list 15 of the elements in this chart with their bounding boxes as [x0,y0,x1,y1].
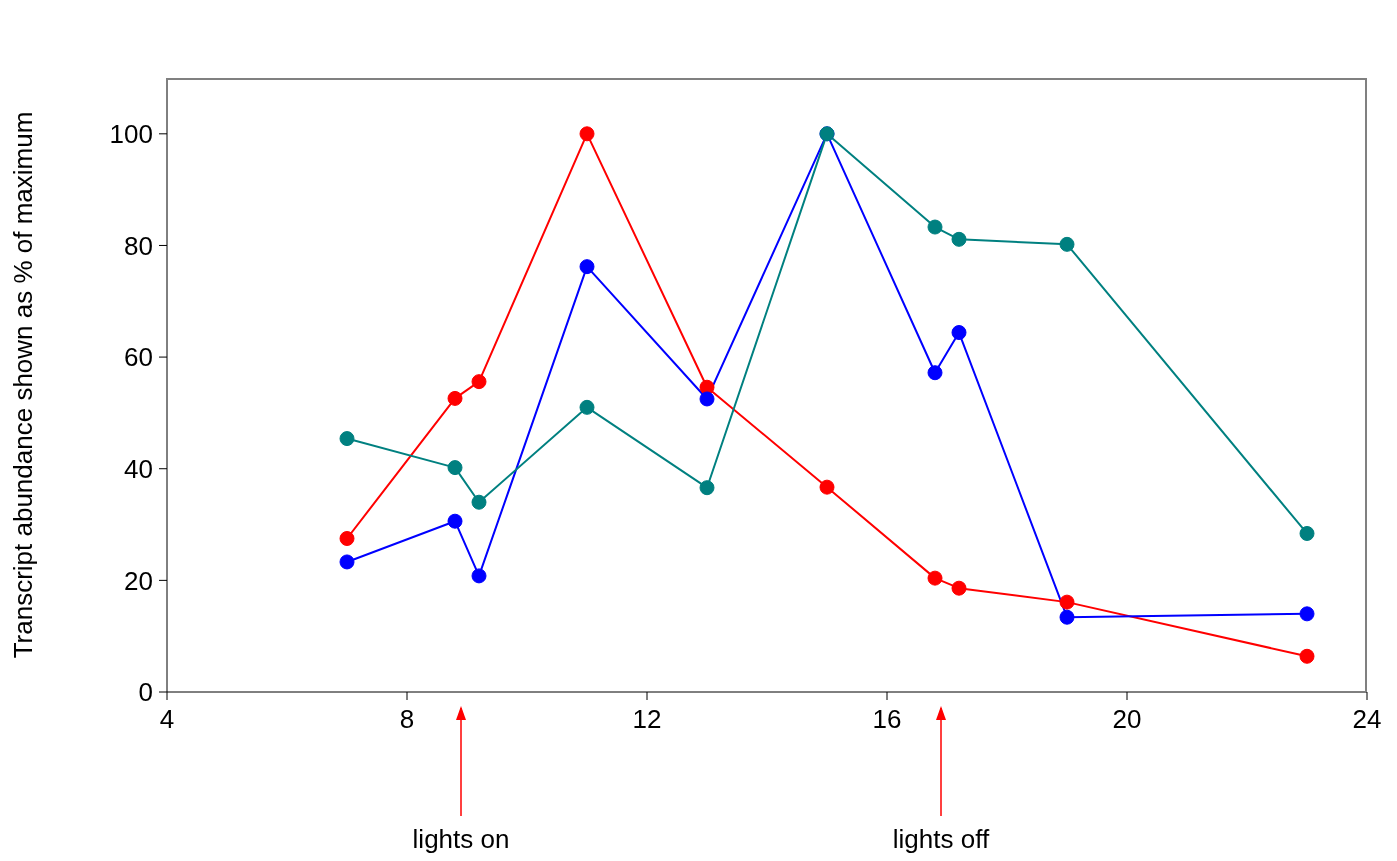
y-axis-title: Transcript abundance shown as % of maximum [8,111,39,659]
y-tick-label: 80 [124,230,153,261]
x-tick-label: 12 [632,704,662,735]
y-tick-label: 100 [109,119,153,150]
x-tick-label: 4 [159,704,175,735]
y-tick-label: 40 [124,453,153,484]
ref-line-label: lights on [412,824,510,854]
y-tick-label: 0 [138,677,153,708]
y-tick-label: 20 [124,565,153,596]
x-tick-label: 16 [872,704,902,735]
y-tick-label: 60 [124,342,153,373]
x-tick-label: 24 [1352,704,1382,735]
x-tick-label: 20 [1112,704,1142,735]
x-tick-label: 8 [399,704,415,735]
ref-line-label: lights off [892,824,990,854]
